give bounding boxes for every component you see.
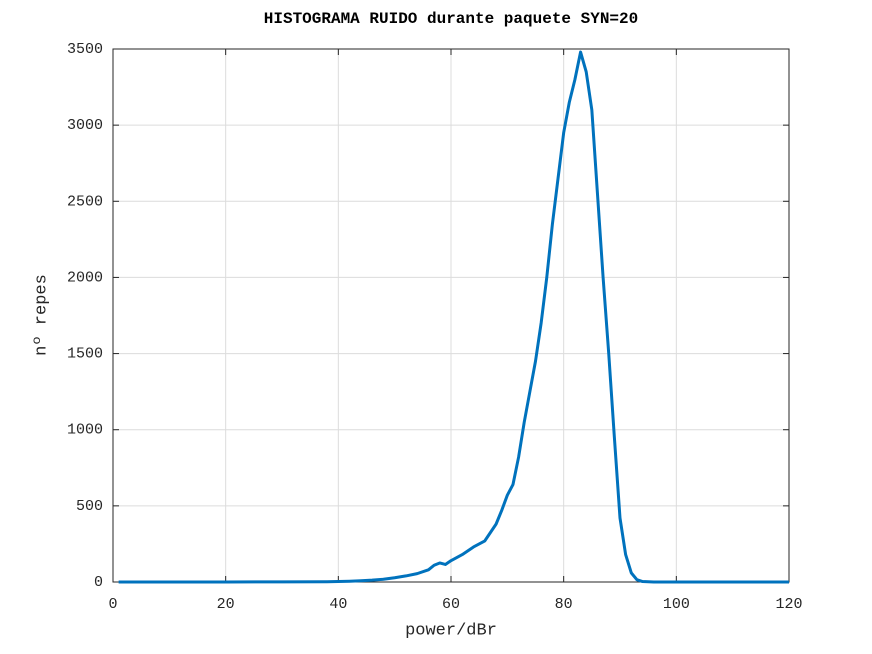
y-tick-label: 2500 [67,193,103,210]
y-tick-label: 3500 [67,41,103,58]
x-tick-label: 40 [329,596,347,613]
y-tick-label: 1500 [67,346,103,363]
x-tick-label: 20 [217,596,235,613]
x-axis-label: power/dBr [405,621,497,640]
plot-frame [112,48,790,583]
x-tick-label: 60 [442,596,460,613]
y-tick-label: 0 [94,574,103,591]
x-tick-label: 120 [775,596,802,613]
y-axis-label: nº repes [32,274,51,356]
chart-title: HISTOGRAMA RUIDO durante paquete SYN=20 [264,10,638,28]
y-tick-label: 3000 [67,117,103,134]
x-tick-label: 100 [663,596,690,613]
y-tick-label: 2000 [67,269,103,286]
data-line [118,50,789,584]
y-tick-label: 1000 [67,422,103,439]
x-tick-label: 80 [555,596,573,613]
x-tick-label: 0 [108,596,117,613]
y-tick-label: 500 [76,498,103,515]
